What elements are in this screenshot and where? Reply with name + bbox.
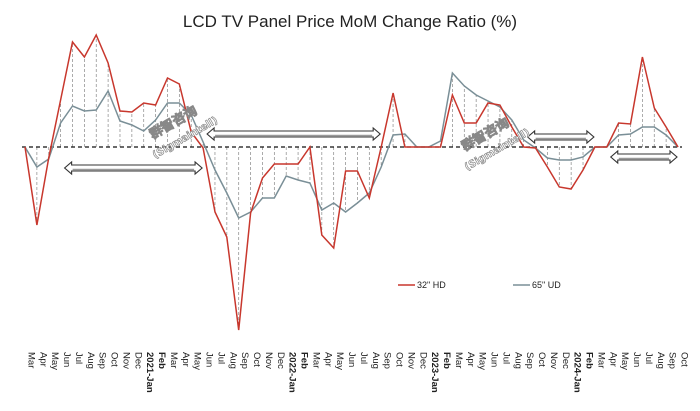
double-arrow-shape <box>206 126 382 142</box>
x-tick-label: May <box>334 352 345 370</box>
x-tick-label: Dec <box>132 352 143 369</box>
watermark: 群智咨询(Sigmaintell) <box>459 114 533 173</box>
x-tick-label: Feb <box>156 352 167 369</box>
legend-label-65ud: 65" UD <box>532 280 561 290</box>
x-tick-label: Jun <box>61 352 72 367</box>
x-tick-label: Nov <box>263 352 274 369</box>
x-tick-labels: Mar Apr May Jun Jul Aug Sep Oct Nov Dec 2021-Jan Fe… <box>26 352 690 393</box>
double-arrow <box>206 126 382 142</box>
x-tick-label: Mar <box>26 352 37 368</box>
x-tick-label: 2023-Jan <box>429 352 440 393</box>
drop-lines <box>36 35 667 330</box>
x-tick-label: Dec <box>275 352 286 369</box>
x-tick-label: Oct <box>109 352 120 367</box>
double-arrow <box>526 129 595 145</box>
x-tick-label: Sep <box>97 352 108 369</box>
x-tick-label: Mar <box>168 352 179 368</box>
x-tick-label: May <box>619 352 630 370</box>
x-tick-label: Sep <box>667 352 678 369</box>
series-line-65ud <box>24 71 679 220</box>
legend: 32" HD 65" UD <box>398 280 561 290</box>
x-tick-label: Apr <box>37 352 48 367</box>
series-layer <box>24 33 679 331</box>
x-tick-label: Feb <box>584 352 595 369</box>
x-tick-label: Jul <box>643 352 654 364</box>
double-arrow-shape <box>63 160 203 176</box>
x-tick-label: 2024-Jan <box>572 352 583 393</box>
double-arrow <box>609 149 678 165</box>
x-tick-label: Oct <box>679 352 690 367</box>
x-tick-label: Apr <box>465 352 476 367</box>
double-arrow-shape <box>526 129 595 145</box>
x-tick-label: Jun <box>346 352 357 367</box>
x-tick-label: Apr <box>607 352 618 367</box>
chart-title: LCD TV Panel Price MoM Change Ratio (%) <box>182 12 518 31</box>
x-tick-label: Jun <box>204 352 215 367</box>
x-tick-label: Aug <box>227 352 238 369</box>
x-tick-label: May <box>477 352 488 370</box>
x-tick-label: May <box>192 352 203 370</box>
x-tick-label: 2022-Jan <box>287 352 298 393</box>
series-line-32hd <box>24 33 679 331</box>
x-tick-label: Jul <box>215 352 226 364</box>
double-arrow <box>63 160 203 176</box>
x-tick-label: Feb <box>299 352 310 369</box>
x-tick-label: Mar <box>310 352 321 368</box>
x-tick-label: May <box>49 352 60 370</box>
legend-label-32hd: 32" HD <box>417 280 446 290</box>
x-tick-label: Nov <box>120 352 131 369</box>
x-tick-label: Aug <box>370 352 381 369</box>
x-tick-label: Nov <box>548 352 559 369</box>
x-tick-label: Jul <box>358 352 369 364</box>
x-tick-label: Sep <box>239 352 250 369</box>
annotation-arrows <box>63 126 678 176</box>
x-tick-label: Nov <box>405 352 416 369</box>
x-tick-label: Jun <box>489 352 500 367</box>
x-tick-label: Jun <box>631 352 642 367</box>
x-tick-label: Oct <box>536 352 547 367</box>
x-tick-label: Jul <box>500 352 511 364</box>
x-tick-label: Apr <box>322 352 333 367</box>
x-tick-label: Feb <box>441 352 452 369</box>
x-tick-label: Mar <box>453 352 464 368</box>
x-tick-label: Aug <box>85 352 96 369</box>
x-tick-label: Sep <box>382 352 393 369</box>
x-tick-label: Oct <box>394 352 405 367</box>
x-tick-label: Dec <box>417 352 428 369</box>
x-tick-label: Aug <box>655 352 666 369</box>
x-tick-label: Oct <box>251 352 262 367</box>
x-tick-label: Sep <box>524 352 535 369</box>
x-tick-label: Aug <box>512 352 523 369</box>
x-tick-label: Jul <box>73 352 84 364</box>
x-tick-label: Mar <box>595 352 606 368</box>
x-tick-label: 2021-Jan <box>144 352 155 393</box>
double-arrow-shape <box>609 149 678 165</box>
x-tick-label: Dec <box>560 352 571 369</box>
x-tick-label: Apr <box>180 352 191 367</box>
